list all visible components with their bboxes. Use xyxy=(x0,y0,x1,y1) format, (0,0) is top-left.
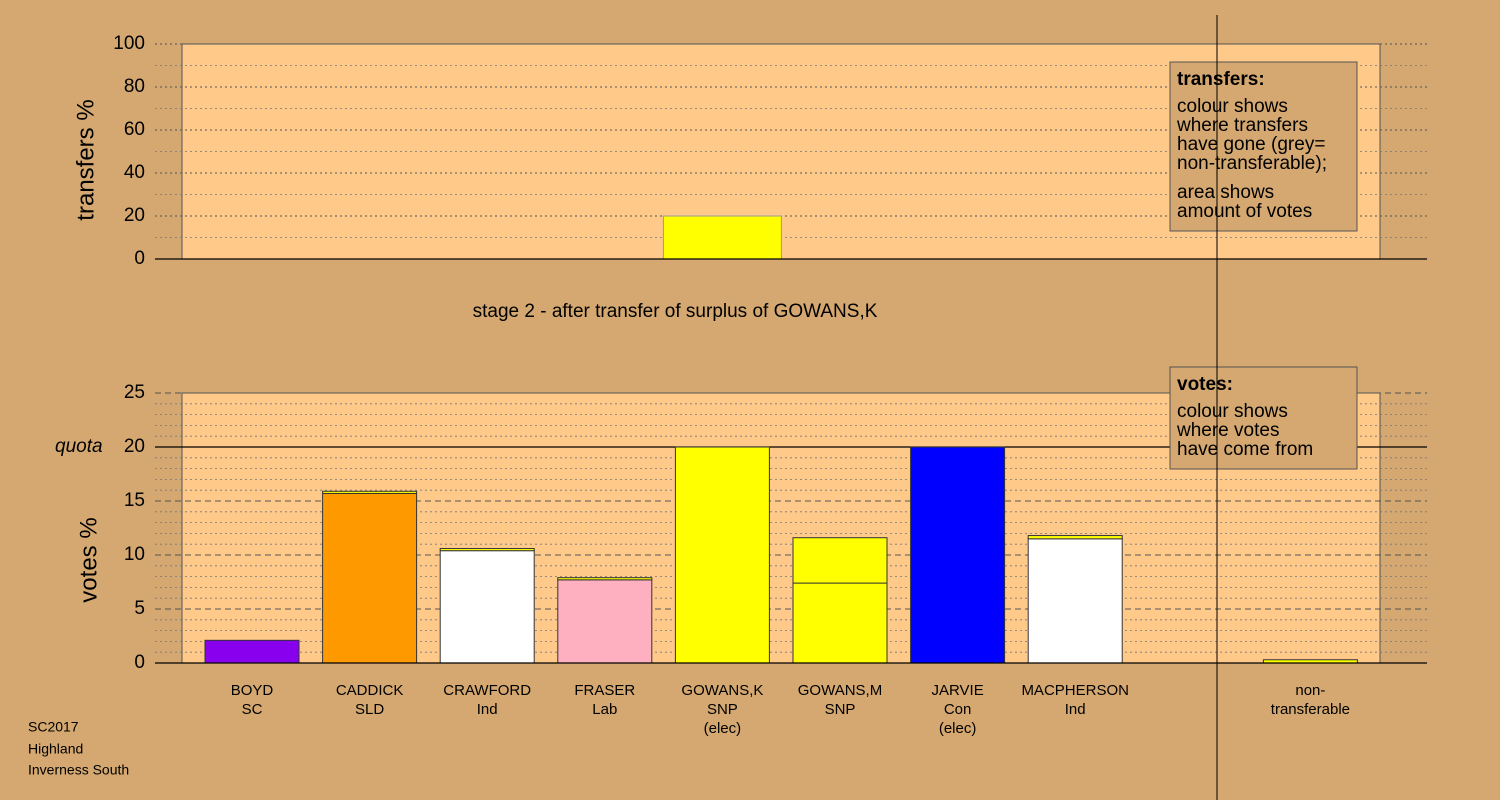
x-tick-label: Con xyxy=(944,701,972,718)
x-tick-label: SLD xyxy=(355,701,384,718)
y-axis-title: transfers % xyxy=(72,99,99,220)
x-tick-label: JARVIE xyxy=(931,682,983,699)
bar-segment xyxy=(910,446,1006,664)
x-tick-label: FRASER xyxy=(574,682,635,699)
footer-text: Highland xyxy=(28,741,83,757)
y-tick-label: 10 xyxy=(124,544,145,565)
legend-text: where transfers xyxy=(1176,115,1308,136)
legend-text: have gone (grey= xyxy=(1177,134,1325,155)
y-tick-label: 15 xyxy=(124,490,145,511)
y-tick-label: 80 xyxy=(124,76,145,97)
y-tick-label: 60 xyxy=(124,119,145,140)
legend-text: where votes xyxy=(1176,420,1279,441)
y-tick-label: 0 xyxy=(134,652,145,673)
x-tick-label: non- xyxy=(1295,682,1325,699)
bar-segment xyxy=(322,492,418,664)
legend-text: non-transferable); xyxy=(1177,153,1327,174)
legend-box xyxy=(1169,366,1358,470)
legend-title: votes: xyxy=(1177,374,1233,395)
y-tick-label: 40 xyxy=(124,162,145,183)
y-tick-label: 20 xyxy=(124,205,145,226)
x-tick-label: Ind xyxy=(477,701,498,718)
x-tick-label: GOWANS,K xyxy=(681,682,763,699)
x-tick-label: Ind xyxy=(1065,701,1086,718)
y-axis-title: votes % xyxy=(75,517,102,602)
bar-segment xyxy=(204,639,300,664)
x-tick-label: GOWANS,M xyxy=(798,682,882,699)
legend-text: colour shows xyxy=(1177,96,1288,117)
x-tick-label: CRAWFORD xyxy=(443,682,531,699)
x-tick-label: CADDICK xyxy=(336,682,404,699)
legend-title: transfers: xyxy=(1177,69,1265,90)
y-tick-label: 5 xyxy=(134,598,145,619)
bar-segment xyxy=(322,490,418,494)
x-tick-label: MACPHERSON xyxy=(1021,682,1129,699)
chart-title: stage 2 - after transfer of surplus of G… xyxy=(473,301,878,322)
bar xyxy=(662,215,782,260)
bar-segment xyxy=(557,579,653,664)
legend-text: colour shows xyxy=(1177,401,1288,422)
y-tick-label: 0 xyxy=(134,248,145,269)
legend-text: area shows xyxy=(1177,182,1274,203)
y-tick-label: 100 xyxy=(113,33,145,54)
bar-segment xyxy=(674,446,770,664)
bar-segment xyxy=(1027,538,1123,664)
legend-text: have come from xyxy=(1177,439,1313,460)
bar-segment xyxy=(792,537,888,584)
bar-segment xyxy=(1027,535,1123,540)
bar-segment xyxy=(557,577,653,581)
bar-segment xyxy=(792,582,888,664)
x-tick-label: SNP xyxy=(707,701,738,718)
bar-segment xyxy=(439,550,535,664)
y-tick-label: 20 xyxy=(124,436,145,457)
footer-text: Inverness South xyxy=(28,762,129,778)
x-tick-label: SNP xyxy=(825,701,856,718)
bar-segment xyxy=(439,548,535,552)
x-tick-label: (elec) xyxy=(939,720,977,737)
legend-box xyxy=(1169,61,1358,232)
x-tick-label: SC xyxy=(242,701,263,718)
x-tick-label: Lab xyxy=(592,701,617,718)
x-tick-label: (elec) xyxy=(704,720,742,737)
x-tick-label: BOYD xyxy=(231,682,274,699)
x-tick-label: transferable xyxy=(1271,701,1350,718)
footer-text: SC2017 xyxy=(28,719,79,735)
quota-label: quota xyxy=(55,436,103,457)
legend-text: amount of votes xyxy=(1177,201,1312,222)
y-tick-label: 25 xyxy=(124,382,145,403)
